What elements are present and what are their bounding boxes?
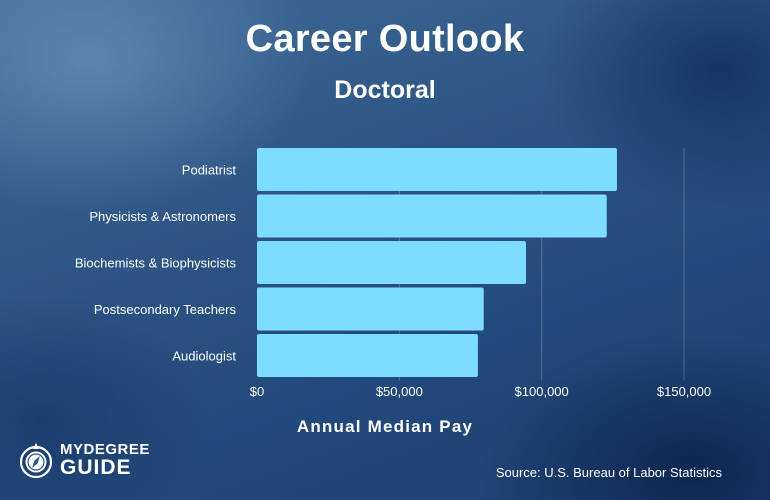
logo-text-top: MYDEGREE <box>60 441 150 458</box>
compass-icon <box>19 443 53 479</box>
bar <box>257 194 607 238</box>
bar <box>257 241 526 284</box>
x-tick-label: $0 <box>250 384 264 399</box>
category-label: Podiatrist <box>182 163 237 178</box>
logo-text-bottom: GUIDE <box>60 456 132 479</box>
mydegreeguide-logo: MYDEGREE GUIDE <box>18 440 150 484</box>
x-axis-label: Annual Median Pay <box>296 417 474 436</box>
x-tick-label: $50,000 <box>376 384 423 399</box>
bar <box>257 287 484 331</box>
bar <box>257 148 617 191</box>
category-label: Physicists & Astronomers <box>89 209 236 224</box>
bar <box>257 334 478 377</box>
category-label: Biochemists & Biophysicists <box>75 256 237 271</box>
category-label: Audiologist <box>172 349 236 364</box>
source-note: Source: U.S. Bureau of Labor Statistics <box>495 465 722 480</box>
chart-subtitle: Doctoral <box>334 76 436 104</box>
chart-title: Career Outlook <box>245 18 525 60</box>
x-tick-label: $150,000 <box>657 384 711 399</box>
category-label: Postsecondary Teachers <box>94 302 237 317</box>
x-tick-label: $100,000 <box>515 384 569 399</box>
